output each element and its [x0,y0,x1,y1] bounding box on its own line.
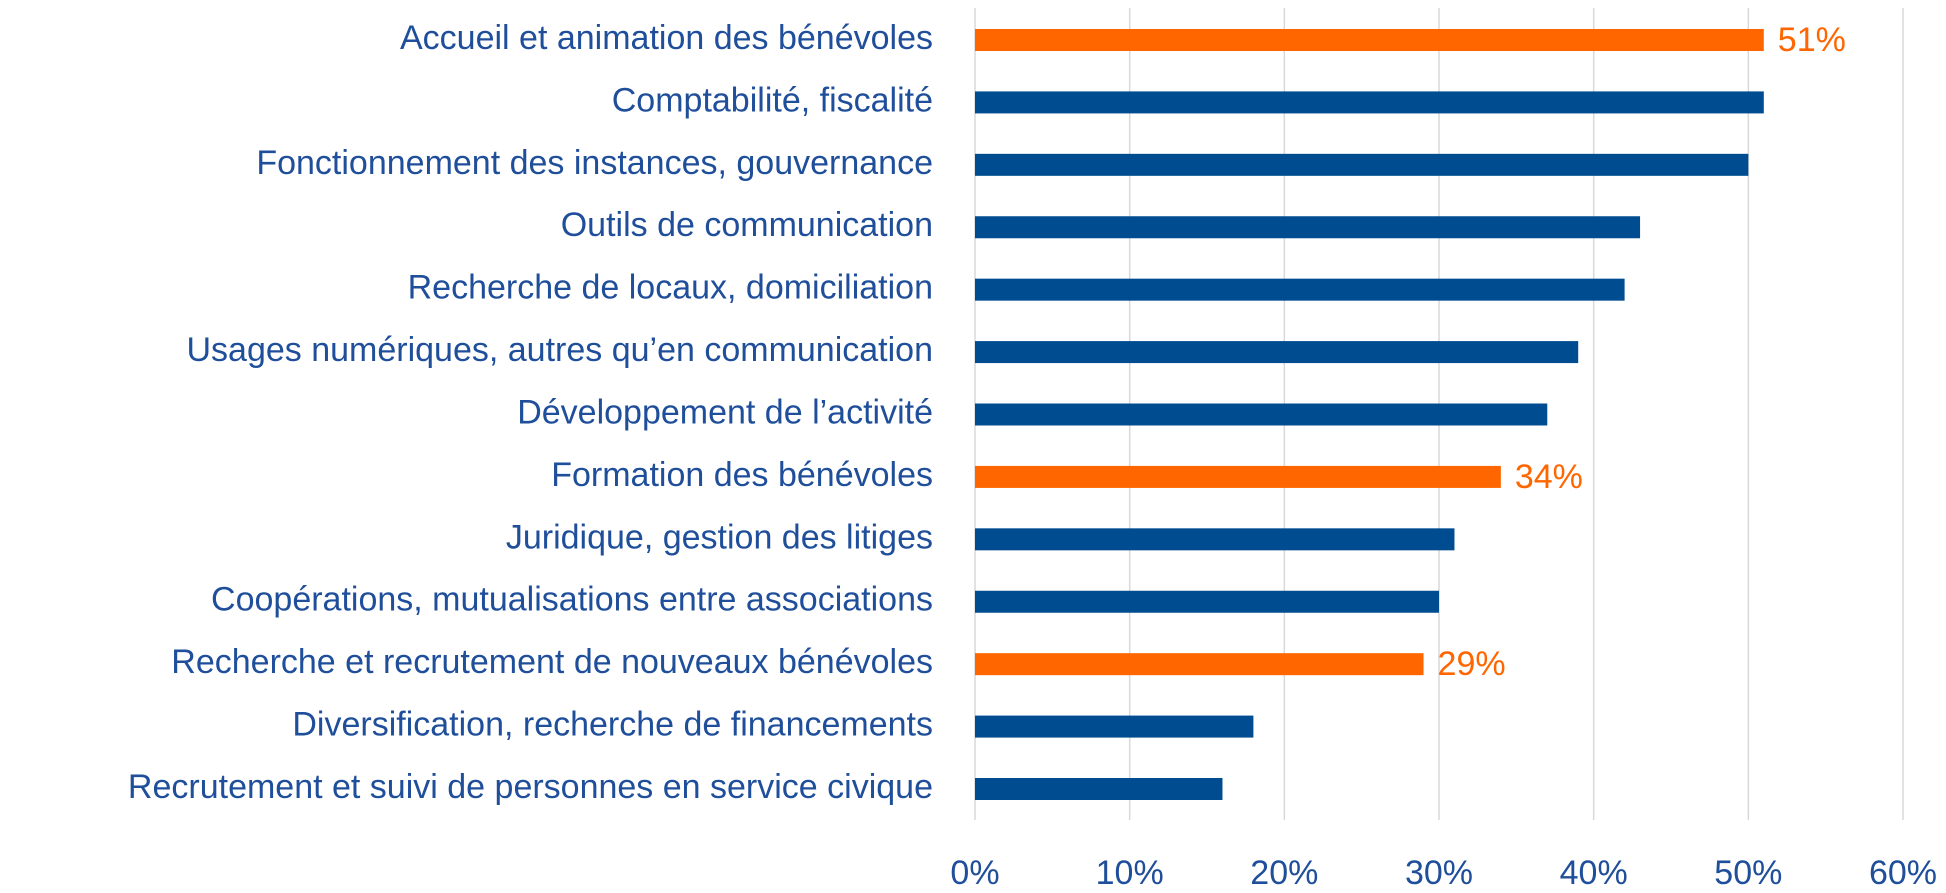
x-tick-label: 10% [1096,854,1164,892]
bar [975,528,1455,551]
x-tick-label: 30% [1405,854,1473,892]
x-tick-label: 20% [1250,854,1318,892]
x-tick-label: 0% [950,854,999,892]
bar [975,91,1764,114]
x-tick-label: 50% [1714,854,1782,892]
y-tick-label: Coopérations, mutualisations entre assoc… [211,581,933,619]
bar [975,653,1424,676]
y-tick-label: Recherche de locaux, domiciliation [408,269,933,307]
bar [975,29,1764,51]
y-tick-label: Comptabilité, fiscalité [612,81,933,119]
y-tick-label: Outils de communication [561,206,933,244]
y-tick-label: Fonctionnement des instances, gouvernanc… [256,144,933,182]
y-tick-label: Recrutement et suivi de personnes en ser… [128,768,933,806]
y-tick-label: Usages numériques, autres qu’en communic… [186,331,933,369]
bar [975,403,1548,426]
data-label: 34% [1515,458,1583,496]
x-tick-label: 40% [1560,854,1628,892]
y-tick-label: Accueil et animation des bénévoles [400,19,933,57]
bar [975,216,1641,239]
bar [975,778,1223,800]
bar [975,278,1625,301]
bar [975,465,1501,488]
x-tick-label: 60% [1869,854,1937,892]
y-tick-label: Diversification, recherche de financemen… [292,706,933,744]
bar [975,341,1579,364]
y-tick-label: Développement de l’activité [517,393,933,431]
data-label: 29% [1438,645,1506,683]
bar [975,590,1439,613]
y-tick-label: Recherche et recrutement de nouveaux bén… [171,643,933,681]
y-tick-label: Formation des bénévoles [551,456,933,494]
bar [975,153,1749,176]
data-label: 51% [1778,21,1846,59]
y-tick-label: Juridique, gestion des litiges [506,518,933,556]
bar [975,715,1254,738]
